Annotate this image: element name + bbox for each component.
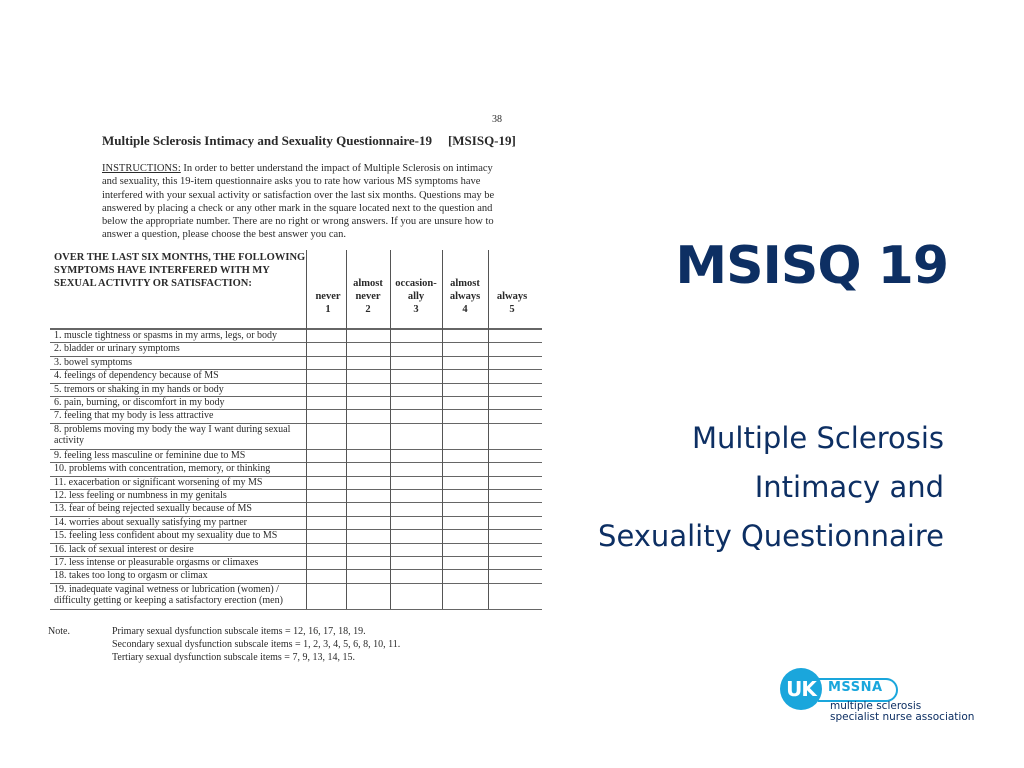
questionnaire-item: 11. exacerbation or significant worsenin… — [54, 476, 263, 488]
subtitle-line: Multiple Sclerosis — [692, 421, 944, 455]
questionnaire-item: 10. problems with concentration, memory,… — [54, 463, 271, 475]
column-header-almost-always: almost always 4 — [442, 277, 488, 316]
questionnaire-item: 14. worries about sexually satisfying my… — [54, 516, 248, 528]
questionnaire-item: 17. less intense or pleasurable orgasms … — [54, 557, 259, 568]
questionnaire-item: 3. bowel symptoms — [54, 356, 133, 368]
questionnaire-item: 4. feelings of dependency because of MS — [54, 370, 219, 382]
questionnaire-item: 1. muscle tightness or spasms in my arms… — [54, 330, 278, 341]
note-label: Note. — [48, 626, 70, 637]
column-divider — [390, 250, 391, 609]
questionnaire-item: 19. inadequate vaginal wetness or lubric… — [54, 583, 283, 606]
row-divider — [50, 355, 542, 357]
row-divider — [50, 382, 542, 384]
column-label: occasion-ally — [395, 278, 437, 302]
questionnaire-abbr: [MSISQ-19] — [447, 133, 516, 148]
row-divider — [50, 556, 542, 557]
questionnaire-item: 16. lack of sexual interest or desire — [54, 543, 194, 555]
slide-subtitle: Multiple Sclerosis Intimacy and Sexualit… — [598, 414, 944, 561]
logo-abbr: MSSNA — [828, 680, 883, 695]
questionnaire-title: Multiple Sclerosis Intimacy and Sexualit… — [102, 133, 516, 149]
questionnaire-item: 7. feeling that my body is less attracti… — [54, 410, 214, 422]
row-divider — [50, 489, 542, 490]
column-number: 1 — [325, 304, 331, 315]
row-divider — [50, 422, 542, 424]
column-divider — [306, 250, 307, 609]
column-number: 4 — [462, 304, 468, 315]
note-secondary: Secondary sexual dysfunction subscale it… — [112, 639, 401, 650]
logo-pill-shape — [818, 678, 898, 702]
column-divider — [346, 250, 347, 609]
row-divider — [50, 582, 542, 584]
row-divider — [50, 515, 542, 517]
row-divider — [50, 462, 542, 464]
row-divider — [50, 569, 542, 571]
slide-title: MSISQ 19 — [675, 236, 949, 296]
logo-line-2: specialist nurse association — [830, 711, 975, 723]
row-divider — [50, 448, 542, 450]
questionnaire-item: 5. tremors or shaking in my hands or bod… — [54, 383, 224, 395]
column-number: 2 — [365, 304, 371, 315]
logo-circle: UK — [780, 668, 822, 710]
column-header-almost-never: almost never 2 — [346, 277, 390, 316]
column-header-never: never 1 — [310, 290, 346, 316]
table-top-line — [50, 328, 542, 329]
questionnaire-item: 2. bladder or urinary symptoms — [54, 343, 180, 355]
questionnaire-item: 18. takes too long to orgasm or climax — [54, 570, 208, 582]
mssna-logo: UK MSSNA multiple sclerosis specialist n… — [780, 668, 980, 728]
subtitle-line: Intimacy and — [754, 470, 944, 504]
row-divider — [50, 529, 542, 531]
note-primary: Primary sexual dysfunction subscale item… — [112, 626, 366, 637]
questionnaire-scan: 38 Multiple Sclerosis Intimacy and Sexua… — [40, 110, 560, 670]
column-label: almost always — [449, 278, 481, 302]
page-number: 38 — [492, 114, 502, 125]
note-tertiary: Tertiary sexual dysfunction subscale ite… — [112, 652, 355, 663]
column-divider — [442, 250, 443, 609]
subtitle-line: Sexuality Questionnaire — [598, 519, 944, 553]
row-divider — [50, 475, 542, 477]
row-divider — [50, 409, 542, 411]
questionnaire-item: 8. problems moving my body the way I wan… — [54, 423, 291, 446]
questionnaire-item: 9. feeling less masculine or feminine du… — [54, 449, 246, 461]
instructions: INSTRUCTIONS: In order to better underst… — [102, 162, 502, 242]
row-divider — [50, 608, 542, 610]
questionnaire-item: 6. pain, burning, or discomfort in my bo… — [54, 397, 225, 408]
column-number: 5 — [509, 304, 515, 315]
column-divider — [488, 250, 489, 609]
column-label: never — [315, 291, 341, 302]
questionnaire-item: 13. fear of being rejected sexually beca… — [54, 503, 252, 515]
instructions-lead: INSTRUCTIONS: — [102, 163, 181, 174]
column-header-always: always 5 — [488, 290, 536, 316]
row-divider — [50, 329, 542, 330]
questionnaire-item: 15. feeling less confident about my sexu… — [54, 530, 278, 542]
instructions-text: In order to better understand the impact… — [102, 163, 495, 241]
column-header-occasionally: occasion-ally 3 — [390, 277, 442, 316]
row-divider — [50, 502, 542, 504]
table-header: OVER THE LAST SIX MONTHS, THE FOLLOWING … — [54, 252, 306, 289]
column-number: 3 — [413, 304, 419, 315]
questionnaire-title-text: Multiple Sclerosis Intimacy and Sexualit… — [102, 133, 432, 148]
questionnaire-item: 12. less feeling or numbness in my genit… — [54, 490, 227, 501]
column-label: always — [496, 291, 528, 302]
row-divider — [50, 369, 542, 371]
row-divider — [50, 342, 542, 344]
row-divider — [50, 542, 542, 544]
row-divider — [50, 396, 542, 397]
column-label: almost never — [353, 278, 383, 302]
logo-line-1: multiple sclerosis — [830, 700, 922, 712]
